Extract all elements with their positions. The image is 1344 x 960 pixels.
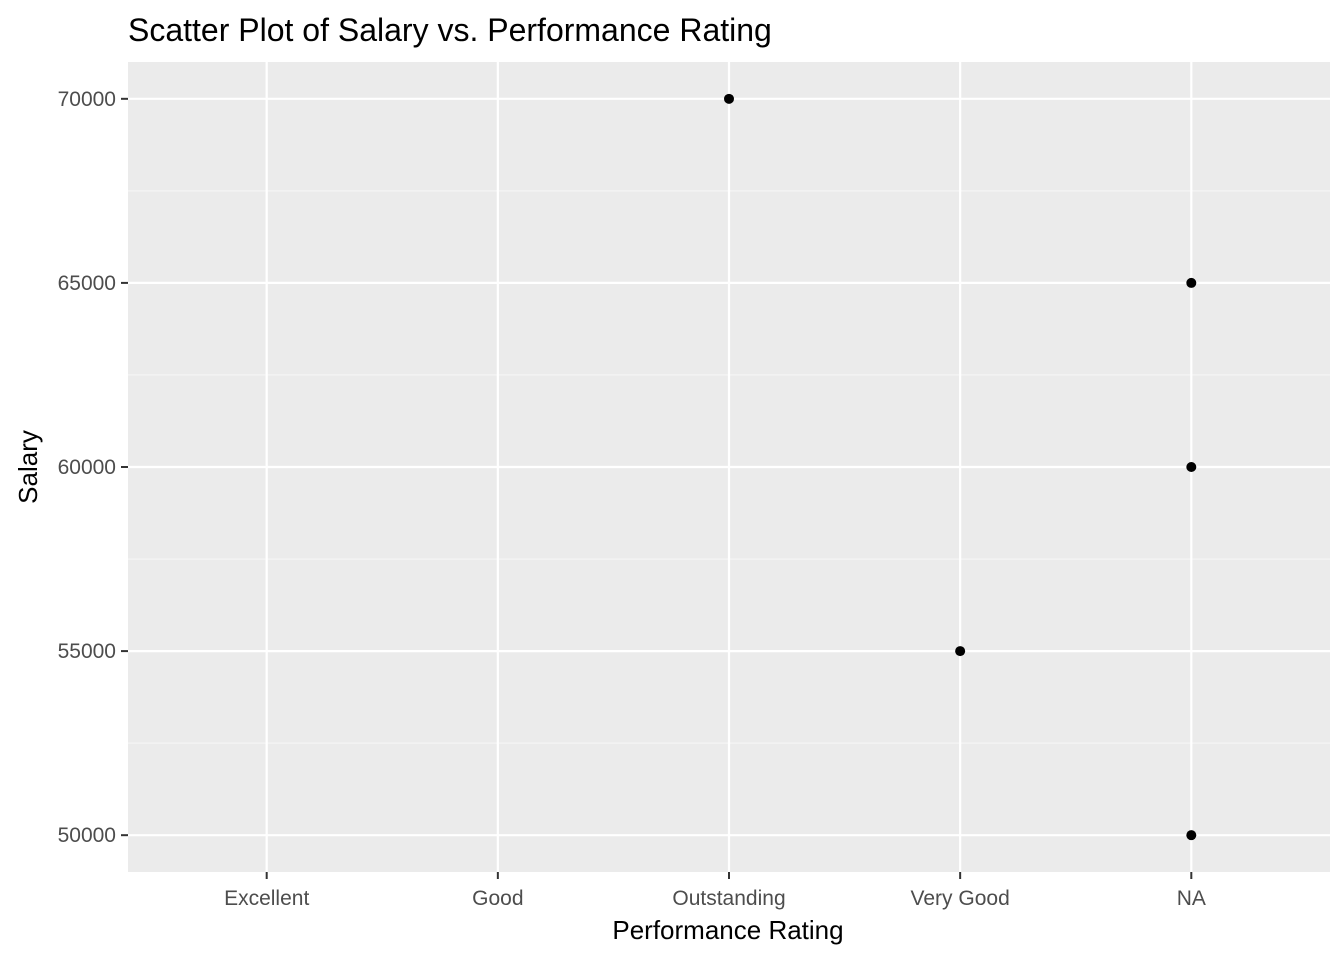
data-points [724,93,1197,841]
y-tick-label: 50000 [58,824,116,847]
y-tick-label: 70000 [58,88,116,111]
x-tick-label: NA [1177,887,1206,910]
y-axis-title: Salary [13,430,43,504]
data-point [1186,277,1197,288]
x-axis-title: Performance Rating [612,915,843,945]
y-axis-ticks: 50000 55000 60000 65000 70000 [58,88,128,847]
y-tick-label: 60000 [58,456,116,479]
x-tick-label: Excellent [224,887,309,910]
y-tick-label: 55000 [58,640,116,663]
x-tick-label: Outstanding [672,887,785,910]
x-tick-label: Very Good [911,887,1010,910]
data-point [1186,830,1197,841]
x-tick-label: Good [472,887,523,910]
y-tick-label: 65000 [58,272,116,295]
x-axis-ticks: Excellent Good Outstanding Very Good NA [224,872,1206,910]
chart-title: Scatter Plot of Salary vs. Performance R… [128,12,772,48]
data-point [955,646,966,657]
data-point [724,93,734,104]
data-point [1186,462,1197,472]
